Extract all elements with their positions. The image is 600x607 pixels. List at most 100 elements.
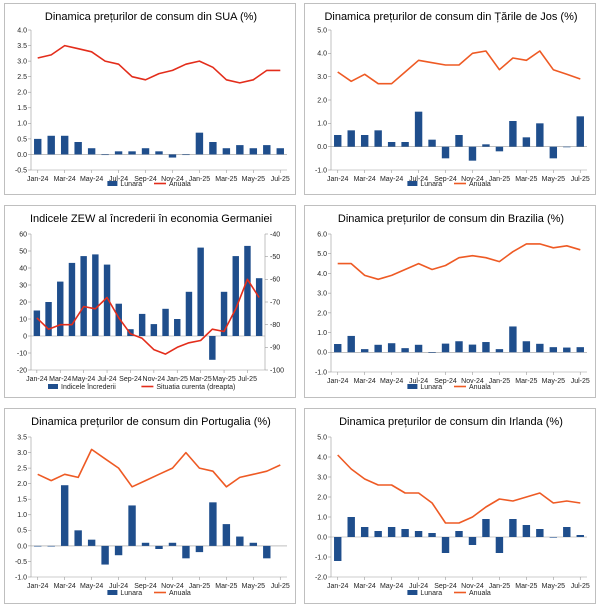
bar-ireland-9 [455,531,463,537]
x-tick-label: Nov-24 [461,176,484,183]
bar-nl-2 [360,135,369,147]
bar-ireland-0 [334,537,342,561]
bar-zew-3 [68,262,76,336]
bar-zew-14 [197,247,204,336]
bar-nl-1 [347,130,355,147]
x-tick-label: Jan-25 [189,176,211,183]
y-tick-label: 2.0 [17,481,27,488]
bar-ireland-14 [522,525,531,537]
bar-portugal-17 [263,545,271,559]
bar-ireland-11 [482,519,490,537]
bar-ireland-8 [441,537,450,553]
y-tick-label: 10 [19,316,27,323]
y-tick-label: 5.0 [317,251,327,258]
chart-panel-ireland: Dinamica prețurilor de consum din Irland… [304,408,596,604]
bar-ireland-3 [374,531,382,537]
y-tick-label: 2.0 [317,97,327,104]
y-tick-label: -1.0 [15,574,27,581]
bar-usa-15 [236,145,244,155]
bar-usa-0 [34,138,42,155]
chart-panel-nl: Dinamica prețurilor de consum din Țările… [304,3,596,195]
x-tick-label: Jan-24 [27,176,49,183]
y-tick-label: -1.0 [315,554,327,561]
bar-usa-1 [47,135,55,155]
bar-nl-5 [401,142,409,147]
legend-swatch-bar [407,384,418,389]
x-tick-label: Jul-24 [409,176,428,183]
line-series-portugal [37,448,281,488]
x-tick-label: Nov-24 [143,376,166,383]
bar-zew-10 [150,324,158,336]
legend-swatch-bar [107,590,118,595]
bar-portugal-15 [236,536,244,546]
bar-portugal-11 [182,545,190,559]
bar-ireland-18 [576,535,584,537]
bar-portugal-16 [249,542,258,546]
y-tick-label: 1.5 [17,105,27,112]
bar-zew-0 [33,310,41,336]
x-tick-label: Mar-24 [54,583,76,590]
bar-nl-18 [576,116,584,147]
y-tick-label: 2.5 [17,466,27,473]
bar-nl-6 [414,111,423,147]
y-tick-label: 2.0 [317,494,327,501]
y-tick-label: 4.0 [17,27,27,34]
y-tick-label: 50 [19,248,27,255]
line-series-usa [37,44,281,84]
y-tick-label: 0.5 [17,528,27,535]
y-tick-label: -10 [17,350,27,357]
x-tick-label: Jul-25 [271,583,290,590]
x-tick-label: Sep-24 [434,378,457,385]
bar-brazil-14 [522,341,531,353]
y-tick-label: 2.0 [317,310,327,317]
bar-ireland-5 [401,529,409,537]
line-series-nl [337,50,581,85]
x-tick-label: Jul-24 [109,583,128,590]
y2-tick-label: -40 [270,231,280,238]
chart-svg-usa: Dinamica prețurilor de consum din SUA (%… [15,11,290,188]
bar-nl-13 [509,121,517,147]
y-tick-label: 30 [19,282,27,289]
legend-label-bar: Lunara [420,181,442,188]
y-tick-label: 3.5 [17,43,27,50]
bar-usa-10 [168,154,177,158]
legend-swatch-bar [407,590,418,595]
bar-portugal-14 [222,524,231,546]
y-tick-label: 4.0 [317,271,327,278]
bar-portugal-5 [101,545,109,565]
bar-nl-14 [522,137,531,147]
x-tick-label: Sep-24 [119,376,142,383]
bar-zew-1 [45,302,52,336]
bar-zew-9 [138,313,146,336]
x-tick-label: May-24 [72,376,95,383]
bar-brazil-8 [441,343,450,353]
bar-portugal-8 [141,542,150,546]
bar-zew-15 [209,336,216,360]
y2-tick-label: -90 [270,345,280,352]
chart-title: Dinamica prețurilor de consum din Brazil… [338,213,564,225]
x-tick-label: May-25 [542,378,565,385]
y-tick-label: -2.0 [315,574,327,581]
bar-usa-4 [87,148,96,155]
bar-zew-19 [255,278,263,336]
x-tick-label: Jul-25 [238,376,257,383]
bar-zew-11 [162,308,169,336]
y-tick-label: 0.0 [17,543,27,550]
bar-ireland-1 [347,517,355,537]
y-tick-label: 5.0 [317,434,327,441]
legend-swatch-bar [48,384,58,389]
line-series-zew [36,278,260,355]
y-tick-label: 0 [23,333,27,340]
chart-title: Dinamica prețurilor de consum din Portug… [31,416,271,428]
legend-label-line: Anuala [169,590,191,597]
legend-label-bar: Lunara [120,590,142,597]
bar-nl-16 [549,146,558,159]
x-tick-label: Jan-25 [489,176,511,183]
y-tick-label: -1.0 [315,167,327,174]
chart-panel-brazil: Dinamica prețurilor de consum din Brazil… [304,205,596,398]
x-tick-label: Mar-24 [354,378,376,385]
y-tick-label: 4.0 [317,454,327,461]
chart-title: Dinamica prețurilor de consum din SUA (%… [45,11,257,23]
y2-tick-label: -50 [270,254,280,261]
legend-label-bar: Lunara [420,590,442,597]
